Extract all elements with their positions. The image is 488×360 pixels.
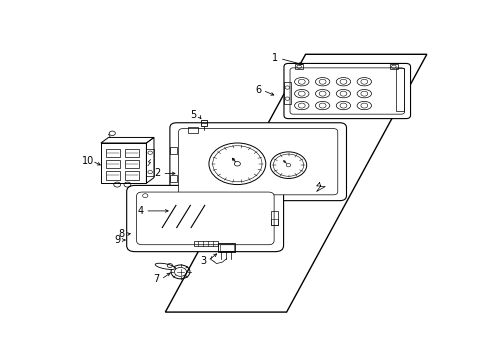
- Bar: [284, 82, 290, 104]
- Bar: [124, 160, 139, 168]
- Bar: [146, 149, 154, 176]
- Text: 10: 10: [81, 156, 94, 166]
- Bar: [105, 149, 120, 157]
- Ellipse shape: [356, 90, 371, 98]
- Bar: [218, 243, 235, 252]
- Ellipse shape: [336, 90, 350, 98]
- Text: 2: 2: [154, 168, 161, 179]
- Ellipse shape: [294, 77, 308, 86]
- FancyBboxPatch shape: [178, 129, 337, 195]
- Bar: [188, 127, 197, 133]
- Text: 3: 3: [200, 256, 206, 266]
- Text: 1: 1: [272, 53, 278, 63]
- FancyBboxPatch shape: [284, 63, 410, 118]
- Bar: [124, 149, 139, 157]
- Bar: [124, 171, 139, 180]
- FancyBboxPatch shape: [126, 185, 283, 252]
- Ellipse shape: [336, 77, 350, 86]
- FancyBboxPatch shape: [289, 68, 404, 114]
- Bar: [295, 64, 302, 69]
- Bar: [395, 68, 403, 111]
- Text: 6: 6: [255, 85, 261, 95]
- Bar: [389, 64, 397, 69]
- Ellipse shape: [315, 90, 329, 98]
- Ellipse shape: [336, 102, 350, 110]
- Ellipse shape: [356, 102, 371, 110]
- Bar: [201, 120, 207, 126]
- Text: 5: 5: [190, 110, 197, 120]
- Bar: [271, 219, 278, 225]
- Text: 8: 8: [118, 229, 124, 239]
- Bar: [220, 244, 233, 251]
- Ellipse shape: [155, 263, 175, 270]
- Circle shape: [234, 162, 240, 166]
- Ellipse shape: [294, 90, 308, 98]
- Bar: [105, 160, 120, 168]
- Bar: [170, 175, 177, 182]
- Ellipse shape: [315, 77, 329, 86]
- FancyBboxPatch shape: [169, 123, 346, 201]
- Text: 4: 4: [137, 206, 143, 216]
- Bar: [170, 147, 177, 154]
- FancyBboxPatch shape: [136, 192, 274, 245]
- Bar: [271, 211, 278, 225]
- Text: 9: 9: [114, 235, 120, 245]
- Ellipse shape: [294, 102, 308, 110]
- Circle shape: [285, 163, 290, 167]
- Bar: [105, 171, 120, 180]
- Ellipse shape: [356, 77, 371, 86]
- Ellipse shape: [315, 102, 329, 110]
- Bar: [193, 241, 218, 246]
- Text: 7: 7: [153, 274, 160, 284]
